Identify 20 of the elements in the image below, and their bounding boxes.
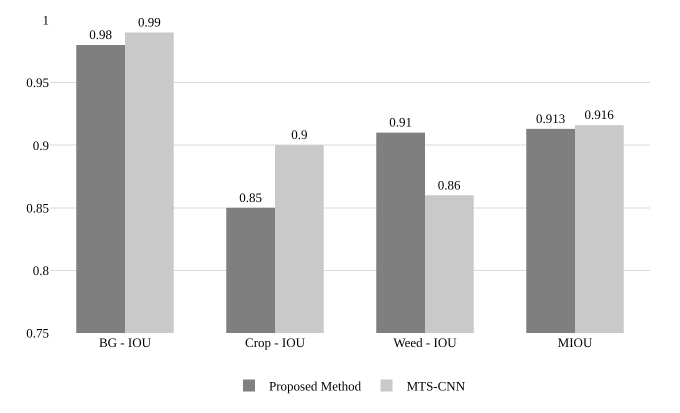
y-tick-label: 0.8: [32, 262, 49, 278]
y-tick-label: 0.9: [32, 138, 49, 153]
data-label: 0.98: [89, 27, 112, 42]
legend-label: Proposed Method: [269, 378, 362, 394]
x-tick-label: Crop - IOU: [245, 335, 306, 350]
data-label: 0.916: [584, 107, 614, 122]
y-tick-label: 0.95: [26, 75, 49, 90]
data-label: 0.99: [138, 14, 161, 30]
x-tick-label: MIOU: [558, 335, 593, 350]
data-label: 0.86: [438, 177, 461, 192]
y-tick-label: 0.75: [26, 326, 49, 341]
x-tick-label: BG - IOU: [99, 335, 152, 350]
data-label: 0.85: [239, 190, 262, 205]
legend-label: MTS-CNN: [406, 378, 466, 394]
data-label: 0.9: [291, 127, 308, 142]
data-label: 0.91: [389, 114, 412, 130]
y-tick-label: 1: [42, 12, 49, 28]
x-tick-label: Weed - IOU: [393, 335, 458, 350]
data-label: 0.913: [536, 110, 566, 126]
y-tick-label: 0.85: [26, 200, 49, 216]
